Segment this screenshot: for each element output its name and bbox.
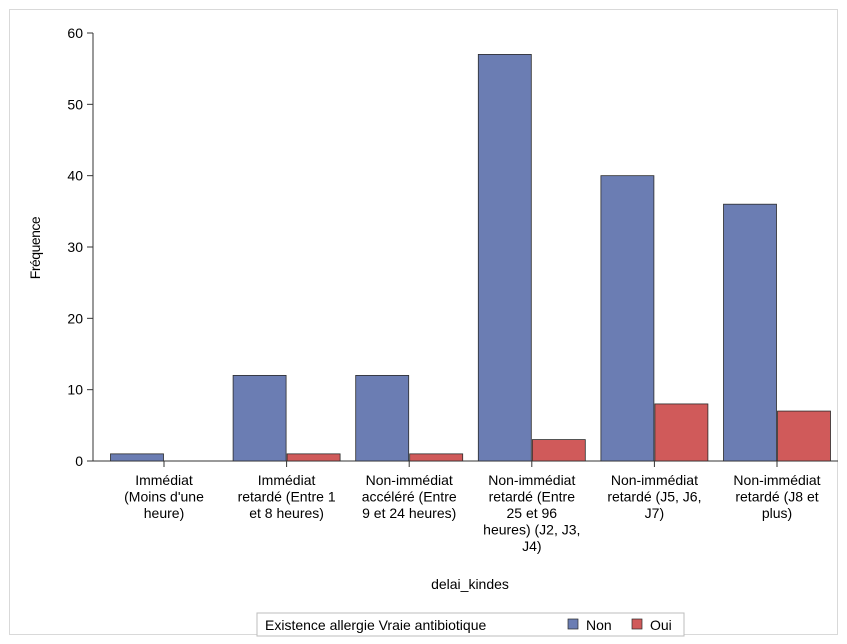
x-tick-label-line: 9 et 24 heures)	[362, 505, 456, 521]
y-tick-label: 60	[67, 25, 83, 41]
bar-non	[477, 54, 532, 462]
x-tick-label: Immédiat retardé (Entre 1 et 8 heures)	[238, 472, 336, 521]
y-tick-label: 0	[75, 453, 83, 469]
x-tick-label: Immédiat (Moins d'une heure)	[124, 472, 204, 521]
x-tick-label-line: heures) (J2, J3,	[483, 522, 580, 538]
x-tick-label-line: Non-immédiat	[366, 472, 453, 488]
x-tick-label-line: retardé (Entre 1	[238, 489, 336, 505]
x-tick-label-line: (Moins d'une	[124, 489, 204, 505]
x-tick-label-line: retardé (J8 et	[735, 489, 818, 505]
bar-oui	[531, 439, 586, 462]
legend-swatch-oui	[631, 618, 643, 630]
x-tick-label-line: retardé (J5, J6,	[607, 489, 701, 505]
y-tick-label: 50	[67, 96, 83, 112]
x-tick-label-line: Non-immédiat	[611, 472, 698, 488]
x-tick-label-line: Immédiat	[135, 472, 193, 488]
x-tick-label-line: Non-immédiat	[488, 472, 575, 488]
legend-swatch-non	[567, 618, 579, 630]
x-tick-label-line: heure)	[144, 505, 184, 521]
x-tick-label-line: Non-immédiat	[733, 472, 820, 488]
y-axis-label: Fréquence	[27, 216, 43, 279]
y-tick-label: 30	[67, 239, 83, 255]
x-tick-label-line: retardé (Entre	[489, 489, 576, 505]
bar-non	[232, 374, 287, 462]
legend-label-non: Non	[586, 617, 612, 633]
x-tick-label-line: Immédiat	[258, 472, 316, 488]
legend-label-oui: Oui	[650, 617, 672, 633]
bar-oui	[286, 453, 341, 462]
x-tick-label-line: accéléré (Entre	[362, 489, 457, 505]
y-tick-label: 20	[67, 310, 83, 326]
x-tick-label: Non-immédiat accéléré (Entre 9 et 24 heure…	[362, 472, 457, 521]
bar-non	[110, 453, 164, 462]
bar-non	[355, 374, 410, 462]
y-tick-label: 40	[67, 168, 83, 184]
x-tick-label-line: J4)	[522, 538, 541, 554]
x-tick-label-line: et 8 heures)	[249, 505, 324, 521]
legend-title: Existence allergie Vraie antibiotique	[265, 617, 486, 633]
x-tick-label-line: 25 et 96	[506, 505, 557, 521]
bar-non	[600, 175, 655, 462]
chart-frame	[9, 9, 838, 635]
legend: Existence allergie Vraie antibiotique No…	[256, 612, 685, 637]
axes: 0 10 20 30 40 50 60	[67, 25, 838, 469]
bar-non	[723, 203, 777, 462]
x-tick-label-line: J7)	[645, 505, 664, 521]
bars	[110, 54, 831, 462]
x-tick-label: Non-immédiat retardé (Entre 25 et 96 heures…	[483, 472, 580, 554]
bar-oui	[777, 410, 831, 462]
x-tick-label-line: plus)	[762, 505, 792, 521]
x-tick-labels: Immédiat (Moins d'une heure)Immédiat retard…	[124, 461, 821, 554]
bar-oui	[409, 453, 464, 462]
x-tick-label: Non-immédiat retardé (J8 et plus)	[733, 472, 820, 521]
x-tick-label: Non-immédiat retardé (J5, J6, J7)	[607, 472, 701, 521]
bar-oui	[654, 403, 709, 462]
x-axis-label: delai_kindes	[431, 576, 509, 592]
y-tick-label: 10	[67, 382, 83, 398]
